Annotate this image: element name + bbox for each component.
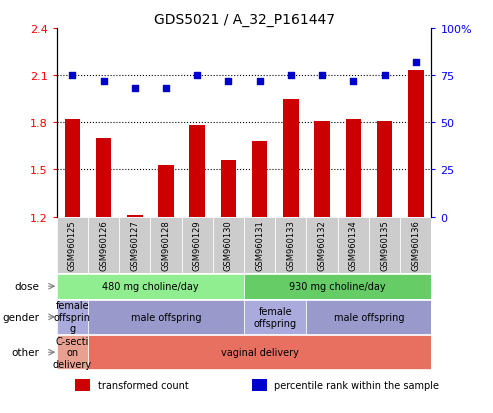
Point [100,78,107,85]
Bar [408,71,423,217]
Bar [213,217,244,273]
Bar [252,142,267,217]
Text: gender: gender [2,312,39,322]
Bar [57,300,88,334]
Point [412,59,420,66]
Text: other: other [12,347,39,357]
Bar [65,120,80,217]
Point [287,73,295,79]
Bar [346,120,361,217]
Text: female
offsprin
g: female offsprin g [54,301,91,334]
Text: female
offspring: female offspring [254,306,297,328]
Text: C-secti
on
delivery: C-secti on delivery [53,336,92,369]
Text: GSM960132: GSM960132 [317,220,326,271]
Bar [315,121,330,217]
Point [162,86,170,93]
Title: GDS5021 / A_32_P161447: GDS5021 / A_32_P161447 [153,12,335,26]
Bar [400,217,431,273]
Bar [96,139,111,217]
Text: percentile rank within the sample: percentile rank within the sample [274,380,439,390]
Text: GSM960127: GSM960127 [130,220,139,271]
Text: GSM960131: GSM960131 [255,220,264,271]
Bar [189,126,205,217]
Text: GSM960130: GSM960130 [224,220,233,271]
Point [350,78,357,85]
Bar [57,274,244,299]
Bar [181,217,213,273]
Point [224,78,232,85]
Text: 930 mg choline/day: 930 mg choline/day [289,282,386,292]
Point [193,73,201,79]
Bar [307,300,431,334]
Text: vaginal delivery: vaginal delivery [221,347,299,357]
Text: GSM960125: GSM960125 [68,220,77,271]
Bar [275,217,307,273]
Text: GSM960136: GSM960136 [411,220,420,271]
Bar [57,335,88,369]
Text: GSM960128: GSM960128 [162,220,171,271]
Bar [57,217,88,273]
Text: GSM960126: GSM960126 [99,220,108,271]
Text: dose: dose [15,282,39,292]
Point [69,73,76,79]
Text: GSM960134: GSM960134 [349,220,358,271]
Text: GSM960135: GSM960135 [380,220,389,271]
Bar [127,216,142,217]
Bar [369,217,400,273]
Bar [119,217,150,273]
Point [318,73,326,79]
Bar [244,300,307,334]
Text: transformed count: transformed count [98,380,189,390]
Text: GSM960129: GSM960129 [193,220,202,271]
Bar [88,217,119,273]
Bar [244,217,275,273]
Text: GSM960133: GSM960133 [286,220,295,271]
Bar [251,379,267,392]
Bar [221,161,236,217]
Bar [307,217,338,273]
Bar [244,274,431,299]
Text: male offspring: male offspring [131,312,201,322]
Point [381,73,388,79]
Point [256,78,264,85]
Text: 480 mg choline/day: 480 mg choline/day [102,282,199,292]
Bar [338,217,369,273]
Text: male offspring: male offspring [334,312,404,322]
Point [131,86,139,93]
Bar [283,100,299,217]
Bar [158,165,174,217]
Bar [75,379,90,392]
Bar [377,121,392,217]
Bar [150,217,181,273]
Bar [88,300,244,334]
